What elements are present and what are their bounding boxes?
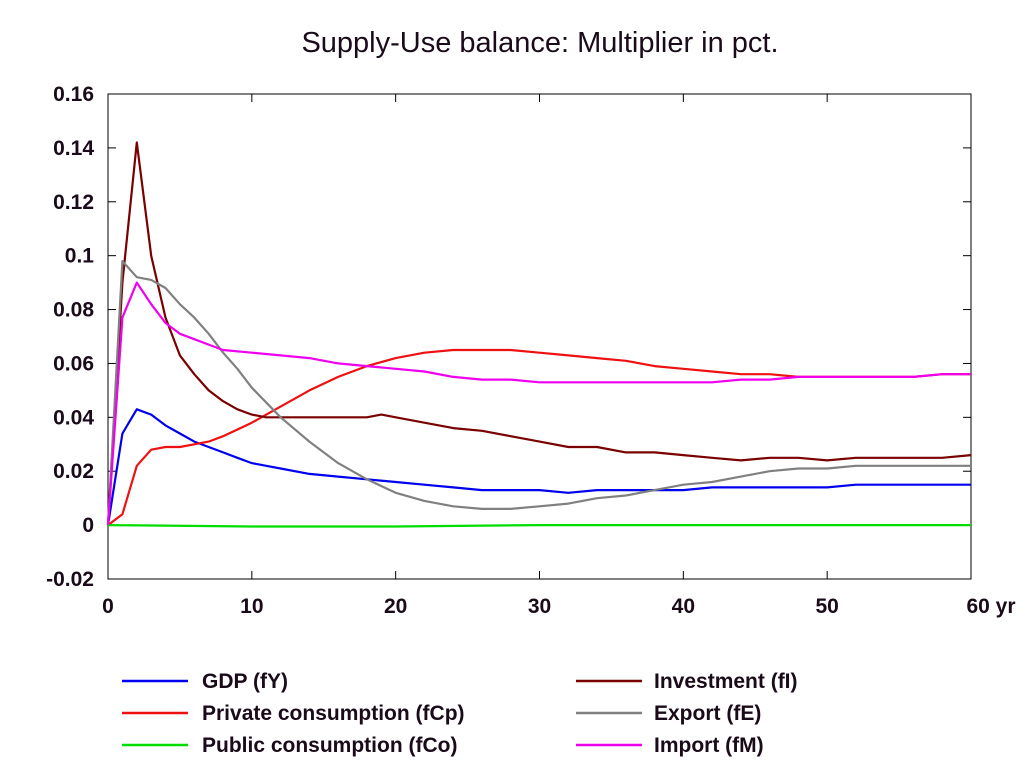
y-axis: -0.02 0 0.02 0.04 0.06 0.08 0.1 0.12 0.14 0.16	[46, 83, 971, 591]
x-tick-label: 20	[384, 595, 407, 618]
y-tick-label: 0.16	[53, 83, 94, 106]
x-tick-label: 10	[240, 595, 263, 618]
legend-label-gdp-fy: GDP (fY)	[202, 670, 288, 693]
x-tick-label: 50	[815, 595, 838, 618]
series-line-import-fm	[106, 281, 971, 526]
chart-title: Supply-Use balance: Multiplier in pct.	[301, 27, 778, 59]
x-tick-label: 0	[102, 595, 114, 618]
y-tick-label: -0.02	[46, 568, 94, 591]
y-tick-label: 0.1	[65, 245, 95, 268]
series-line-public-consumption-fco	[107, 524, 971, 528]
y-tick-label: 0.06	[53, 352, 94, 375]
y-tick-label: 0.12	[53, 191, 94, 214]
legend-label-import-fm: Import (fM)	[654, 734, 764, 757]
y-tick-label: 0	[82, 514, 94, 537]
x-tick-label: 40	[672, 595, 695, 618]
legend: GDP (fY) Private consumption (fCp) Public …	[122, 670, 798, 757]
legend-label-export-fe: Export (fE)	[654, 702, 761, 725]
x-tick-label: 60 yr	[966, 595, 1015, 618]
x-axis: 0 10 20 30 40 50 60 yr	[102, 94, 1016, 618]
x-tick-label: 30	[528, 595, 551, 618]
series-line-investment-fi	[106, 141, 972, 526]
y-tick-label: 0.04	[53, 406, 94, 429]
legend-label-private-consumption-fcp: Private consumption (fCp)	[202, 702, 465, 725]
y-tick-label: 0.08	[53, 299, 94, 322]
legend-label-investment-fi: Investment (fI)	[654, 670, 798, 693]
legend-label-public-consumption-fco: Public consumption (fCo)	[202, 734, 457, 757]
y-tick-label: 0.02	[53, 460, 94, 483]
series-line-export-fe	[106, 260, 971, 526]
series-lines	[106, 141, 972, 528]
series-line-gdp-fy	[106, 408, 971, 526]
y-tick-label: 0.14	[53, 137, 94, 160]
